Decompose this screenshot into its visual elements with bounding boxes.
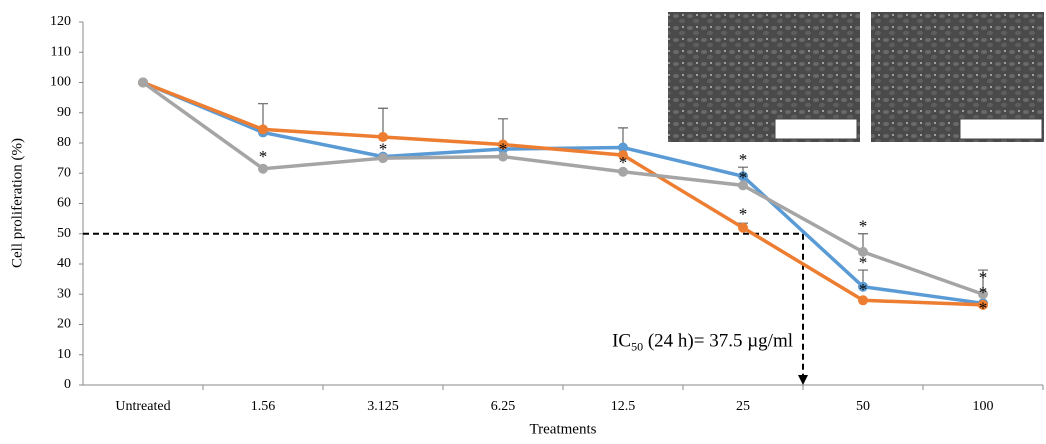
x-tick-label: 50 <box>856 399 870 414</box>
y-axis-label: Cell proliferation (%) <box>9 138 25 268</box>
significance-marker: * <box>619 153 628 172</box>
data-point <box>258 124 268 134</box>
y-tick-label: 60 <box>57 196 71 211</box>
chart: Cell proliferation (%) Treatments 0 10 20 3… <box>0 0 1046 439</box>
significance-marker: * <box>979 298 988 317</box>
y-tick-label: 70 <box>57 165 71 180</box>
ic50-text: (24 h)= 37.5 µg/ml <box>643 331 793 352</box>
x-tick-label: 100 <box>973 399 994 414</box>
y-tick-label: 100 <box>50 75 71 90</box>
y-tick-label: 120 <box>50 14 71 29</box>
x-tick-label: 1.56 <box>251 399 276 414</box>
significance-marker: * <box>859 217 868 236</box>
y-tick-label: 40 <box>57 256 71 271</box>
x-tick-label: Untreated <box>115 399 170 414</box>
significance-marker: * <box>739 205 748 224</box>
x-tick-label: 12.5 <box>611 399 636 414</box>
data-point <box>738 223 748 233</box>
ic50-arrow <box>798 375 808 385</box>
y-tick-label: 10 <box>57 347 71 362</box>
y-tick-label: 90 <box>57 105 71 120</box>
significance-marker: * <box>379 139 388 158</box>
ic50-subscript: 50 <box>631 339 643 353</box>
y-tick-label: 30 <box>57 286 71 301</box>
y-tick-label: 20 <box>57 317 71 332</box>
x-axis-label: Treatments <box>530 421 597 437</box>
y-tick-label: 80 <box>57 135 71 150</box>
x-tick-label: 25 <box>736 399 750 414</box>
image-label-box <box>775 119 857 139</box>
y-tick-label: 0 <box>64 377 71 392</box>
significance-marker: * <box>739 150 748 169</box>
data-point <box>138 78 148 88</box>
y-tick-label: 110 <box>51 44 71 59</box>
significance-marker: * <box>499 139 508 158</box>
significance-marker: * <box>859 253 868 272</box>
y-tick-label: 50 <box>57 226 71 241</box>
image-label-box <box>960 119 1042 139</box>
ic50-prefix: IC <box>612 331 631 352</box>
x-tick-label: 6.25 <box>491 399 516 414</box>
significance-marker: * <box>259 147 268 166</box>
significance-marker: * <box>739 168 748 187</box>
ic50-label: IC50 (24 h)= 37.5 µg/ml <box>612 331 793 353</box>
x-tick-label: 3.125 <box>367 399 399 414</box>
significance-marker: * <box>859 280 868 299</box>
